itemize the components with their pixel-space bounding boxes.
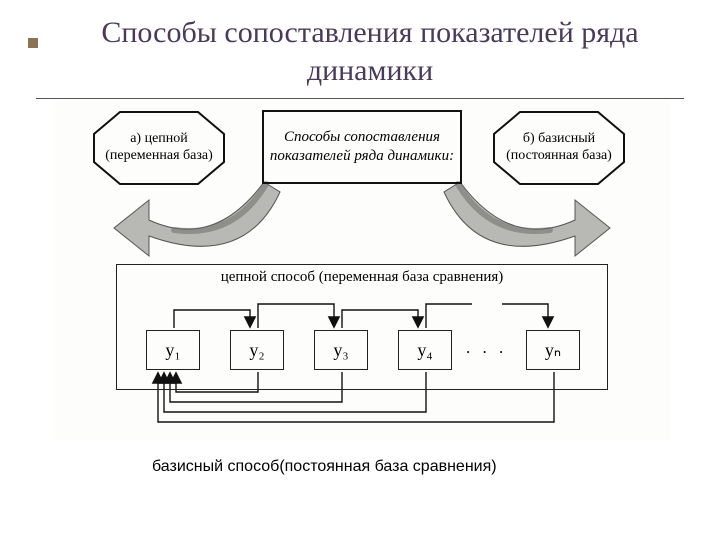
bottom-caption: базисный способ(постоянная база сравнени… <box>152 458 497 476</box>
y-box-n: уₙ <box>526 330 580 370</box>
diagram-area: Способы сопоставления показателей ряда д… <box>54 100 670 440</box>
y-label-1: у₁ <box>165 340 180 361</box>
left-octagon: а) цепной (переменная база) <box>94 112 224 184</box>
right-octagon: б) базисный (постоянная база) <box>494 112 624 184</box>
y-box-2: у₂ <box>230 330 284 370</box>
y-label-2: у₂ <box>249 340 264 361</box>
arrow-to-left <box>114 182 280 256</box>
y-label-4: у₄ <box>417 340 432 361</box>
right-octagon-label: б) базисный (постоянная база) <box>494 131 624 165</box>
y-box-3: у₃ <box>314 330 368 370</box>
dots: . . . <box>466 338 507 358</box>
y-box-4: у₄ <box>398 330 452 370</box>
title-bullet <box>28 38 38 48</box>
page-title: Способы сопоставления показателей ряда д… <box>70 14 670 89</box>
arrow-to-right <box>444 182 610 256</box>
left-octagon-label: а) цепной (переменная база) <box>94 131 224 165</box>
chain-frame: цепной способ (переменная база сравнения… <box>116 264 608 390</box>
title-underline <box>36 98 684 99</box>
center-box-label: Способы сопоставления показателей ряда д… <box>268 128 456 166</box>
y-label-n: уₙ <box>545 340 561 361</box>
y-label-3: у₃ <box>333 340 348 361</box>
y-box-1: у₁ <box>146 330 200 370</box>
chain-frame-label: цепной способ (переменная база сравнения… <box>221 269 504 286</box>
center-box: Способы сопоставления показателей ряда д… <box>262 110 462 184</box>
